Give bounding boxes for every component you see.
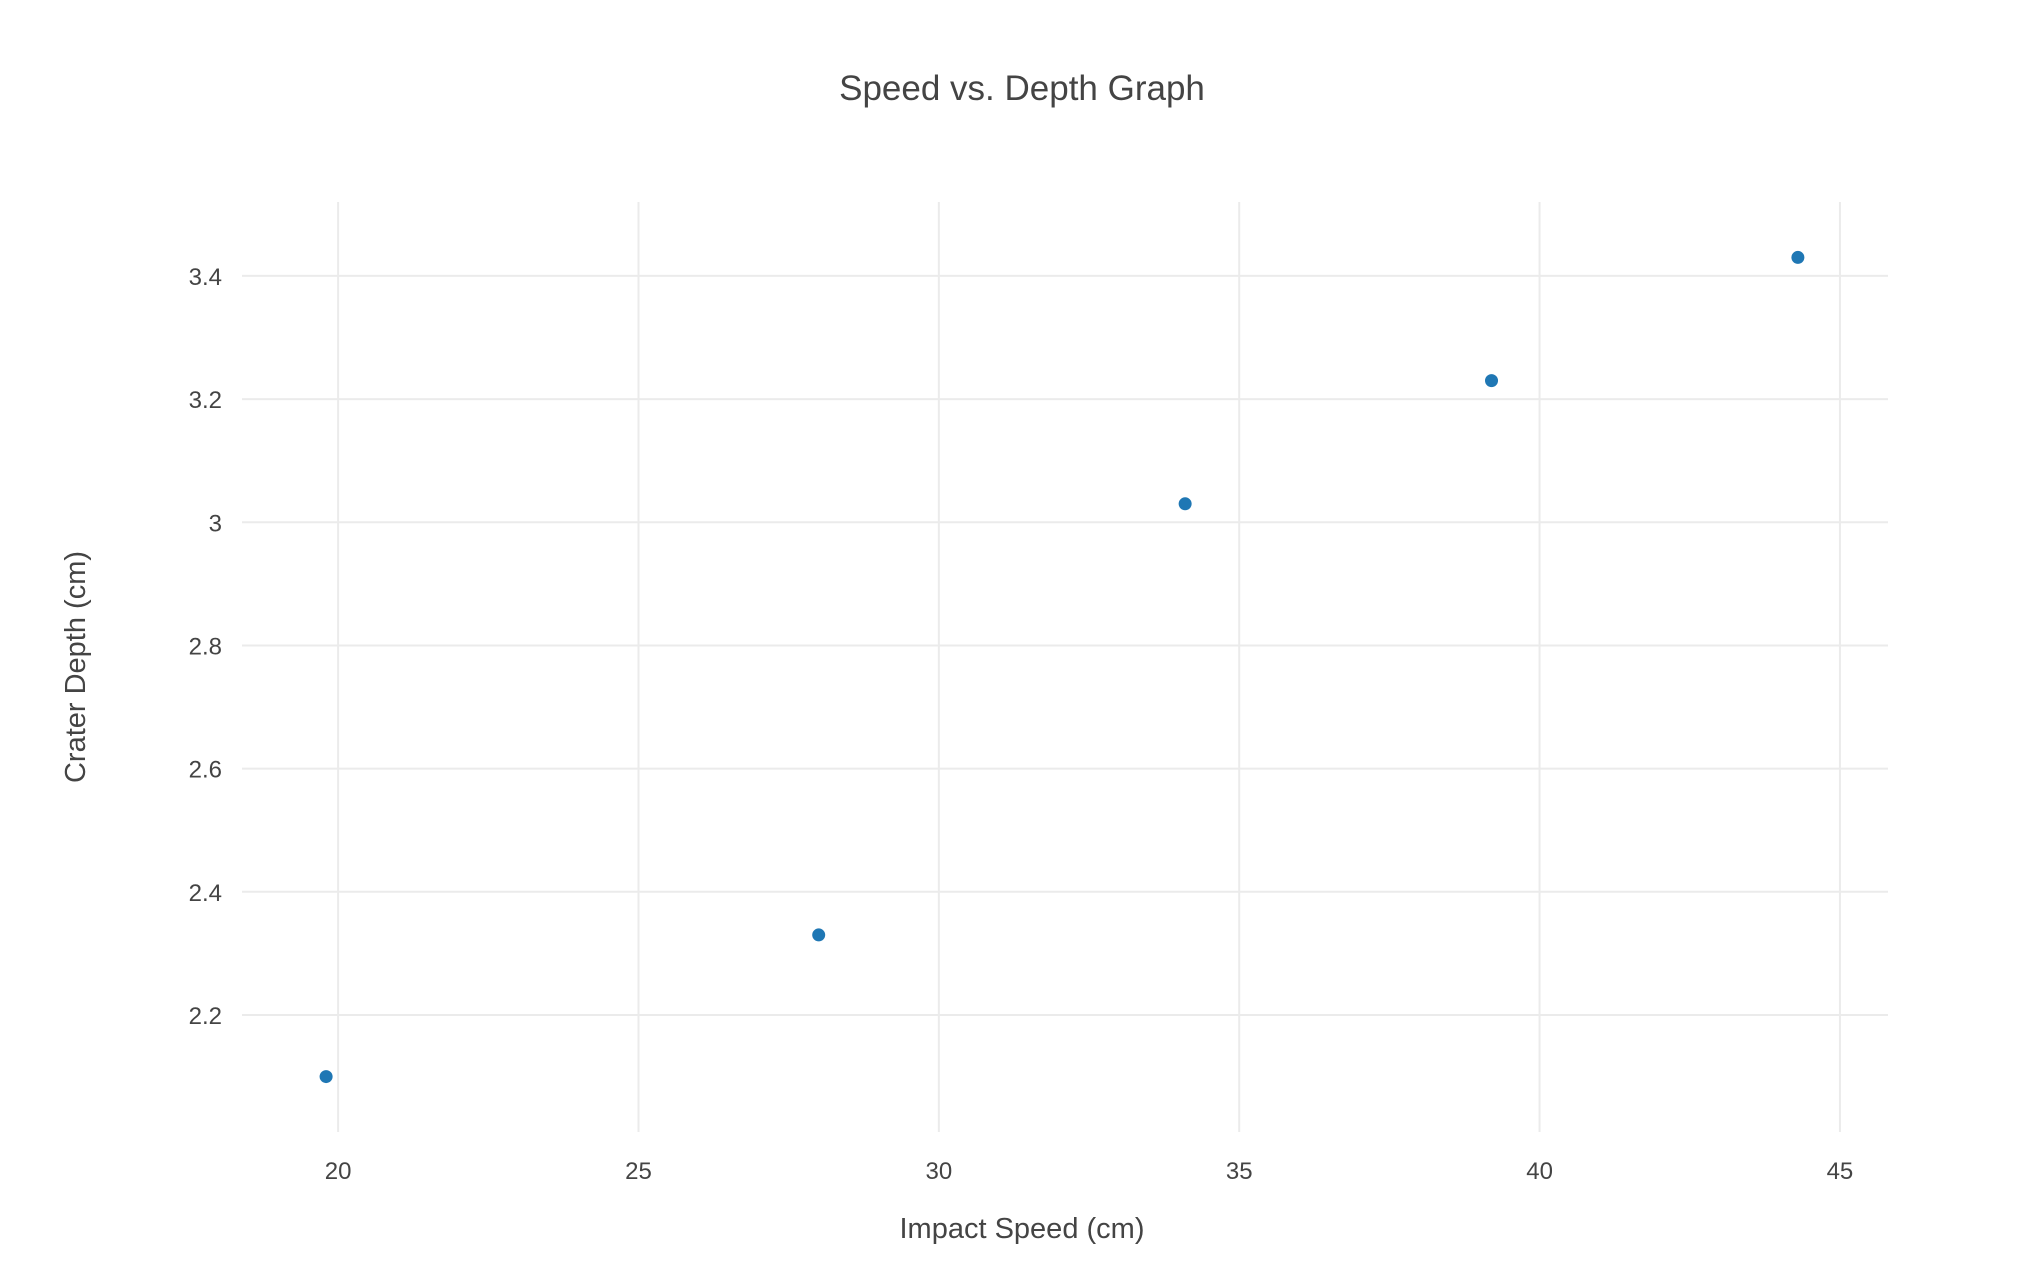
data-points: [319, 250, 1805, 1084]
data-point[interactable]: [1178, 497, 1192, 511]
x-axis-title: Impact Speed (cm): [900, 1213, 1145, 1245]
data-point[interactable]: [812, 928, 826, 942]
chart-title: Speed vs. Depth Graph: [839, 69, 1205, 108]
x-tick-label: 20: [325, 1158, 352, 1185]
y-tick-label: 3.4: [189, 264, 222, 291]
y-tick-label: 3: [209, 510, 222, 537]
data-point[interactable]: [319, 1070, 333, 1084]
y-axis-title: Crater Depth (cm): [60, 551, 92, 783]
x-axis-ticks: 20 25 30 35 40 45: [325, 1158, 1854, 1185]
x-tick-label: 35: [1226, 1158, 1253, 1185]
x-tick-label: 25: [625, 1158, 652, 1185]
y-tick-label: 2.4: [189, 880, 222, 907]
y-tick-label: 2.2: [189, 1003, 222, 1030]
x-tick-label: 45: [1827, 1158, 1854, 1185]
y-tick-label: 2.8: [189, 633, 222, 660]
data-point[interactable]: [1791, 250, 1805, 264]
data-point[interactable]: [1485, 374, 1499, 388]
grid: [242, 202, 1888, 1132]
y-tick-label: 3.2: [189, 387, 222, 414]
y-axis-ticks: 2.2 2.4 2.6 2.8 3 3.2 3.4: [189, 264, 222, 1030]
y-tick-label: 2.6: [189, 757, 222, 784]
x-tick-label: 40: [1526, 1158, 1553, 1185]
x-tick-label: 30: [925, 1158, 952, 1185]
